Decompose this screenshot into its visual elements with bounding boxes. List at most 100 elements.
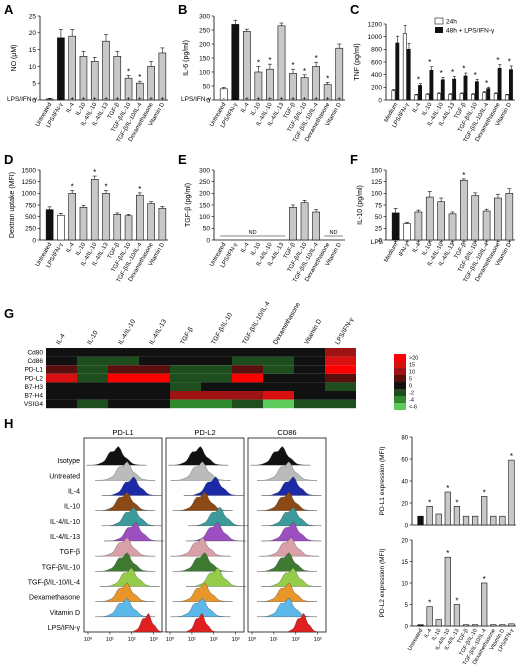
histogram-peak: [95, 461, 156, 481]
treatment-sign: +: [149, 96, 153, 103]
heatmap-cell: [46, 382, 77, 391]
x-tick-label: 10³: [314, 637, 322, 643]
panel-letter-h: H: [4, 416, 13, 431]
bar: [459, 93, 464, 101]
heatmap-cell: [294, 348, 325, 357]
bar: [403, 223, 411, 241]
heatmap-cell: [170, 356, 201, 366]
bar: [414, 94, 419, 101]
y-tick-label: 300: [199, 13, 210, 20]
bar: [471, 195, 480, 241]
panel-letter-d: D: [4, 152, 13, 167]
treatment-sign: +: [428, 239, 432, 246]
scale-label: -4: [409, 398, 414, 404]
scale-swatch: [394, 396, 406, 403]
y-tick-label: 5: [405, 603, 409, 609]
bar: [90, 61, 99, 101]
y-tick-label: 50: [375, 214, 383, 221]
bar: [509, 69, 513, 101]
histogram-peak: [95, 537, 156, 557]
chart-d: 0 250 500 750 1000 1250 1500 Dextran uptake (MF…: [9, 167, 168, 284]
heatmap-row-label: PD-L1: [25, 367, 44, 374]
histogram-peak: [261, 476, 322, 496]
bar: [335, 47, 344, 101]
heatmap-cell: [232, 382, 263, 391]
bar: [242, 31, 251, 101]
heatmap-cell: [232, 373, 263, 383]
category-label: IL-4: [240, 241, 251, 254]
bar: [471, 624, 479, 627]
bar: [102, 193, 110, 241]
bar: [435, 619, 442, 627]
significance-star: *: [257, 58, 260, 67]
heatmap-cell: [232, 399, 263, 409]
heatmap-row-label: B7-H4: [25, 392, 44, 399]
y-tick-label: 250: [199, 27, 210, 34]
histogram-row-label: Isotype: [57, 458, 80, 465]
heatmap-cell: [108, 356, 139, 366]
bar: [462, 515, 470, 526]
y-axis-label: PD-L1 expression (MFI): [379, 447, 386, 516]
bar: [460, 179, 468, 241]
treatment-sign: +: [337, 96, 341, 103]
significance-star: *: [428, 599, 431, 608]
bar: [90, 179, 99, 241]
heatmap-cell: [108, 348, 139, 357]
significance-star: *: [428, 498, 431, 507]
histogram-row-label: TGF-β/IL-10: [42, 564, 80, 571]
heatmap-row-label: Cd86: [27, 358, 43, 365]
significance-star: *: [496, 56, 499, 65]
treatment-sign: +: [256, 96, 260, 103]
y-tick-label: 40: [401, 479, 408, 485]
chart-g: IL-4 IL-10 IL-4/IL-10 IL-4/IL-13 TGF-β TGF-β/…: [24, 300, 419, 410]
bar: [444, 556, 451, 627]
heatmap-row-label: Cd80: [27, 349, 43, 356]
heatmap-column-label: TGF-β/IL-10/IL-4: [241, 300, 272, 346]
histogram-row-label: IL-4/IL-13: [50, 534, 80, 541]
bar: [300, 202, 309, 241]
bar: [395, 42, 400, 101]
bar: [147, 203, 155, 241]
scale-swatch: [394, 361, 406, 368]
significance-star: *: [71, 183, 74, 192]
x-tick-label: 10³: [150, 637, 158, 643]
heatmap-column-label: Vitamin D: [303, 318, 323, 346]
histogram-peak: [256, 582, 318, 602]
treatment-sign: +: [59, 96, 63, 103]
heatmap-cell: [77, 356, 108, 366]
category-label: IL-4: [66, 241, 77, 254]
heatmap-cell: [46, 373, 77, 383]
histogram-frame: [83, 437, 163, 633]
heatmap-cell: [46, 399, 77, 409]
x-tick-label: 10²: [128, 637, 136, 643]
y-tick-label: 10: [29, 64, 37, 71]
y-tick-label: 1000: [368, 34, 383, 41]
y-tick-label: 150: [199, 55, 210, 62]
histogram-peak: [183, 476, 244, 496]
treatment-sign: +: [507, 239, 511, 246]
bar: [448, 94, 453, 101]
y-tick-label: 50: [203, 226, 211, 233]
legend-swatch: [434, 17, 444, 25]
y-tick-label: 25: [375, 226, 383, 233]
histogram-row-label: IL-4: [68, 489, 80, 496]
significance-star: *: [303, 67, 306, 76]
bar: [68, 193, 76, 241]
bar: [158, 52, 167, 101]
heatmap-column-label: IL-4/IL-10: [117, 318, 137, 346]
y-tick-label: 25: [29, 13, 37, 20]
histogram-peak: [170, 461, 231, 481]
treatment-sign: +: [115, 96, 119, 103]
bar: [45, 209, 54, 241]
heatmap-cell: [325, 348, 356, 357]
bar: [482, 210, 491, 241]
heatmap-cell: [294, 391, 325, 400]
x-tick-label: 10²: [210, 637, 218, 643]
category-label: IL-4: [240, 101, 251, 114]
treatment-label: LPS/IFN-γ: [181, 96, 212, 103]
histogram-peak: [172, 552, 233, 572]
y-tick-label: 1200: [368, 21, 383, 28]
heatmap-cell: [170, 373, 201, 383]
y-tick-label: 250: [199, 179, 210, 186]
